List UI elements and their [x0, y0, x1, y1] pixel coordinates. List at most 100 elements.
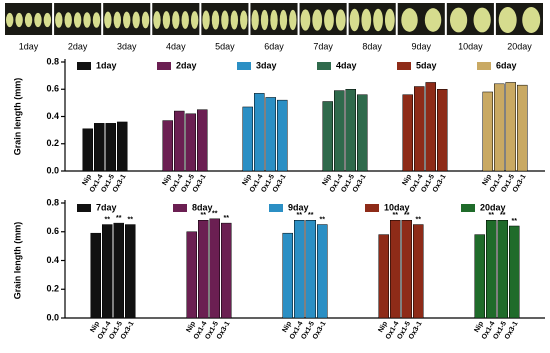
- y-tick-label: 0.8: [46, 197, 59, 207]
- x-tick-label: Nip: [89, 320, 101, 333]
- bar: [401, 220, 412, 319]
- legend-label: 1day: [96, 60, 117, 70]
- grain: [240, 10, 248, 30]
- x-tick-label: Nip: [321, 173, 333, 186]
- bar: [390, 220, 401, 319]
- legend-swatch: [317, 62, 331, 70]
- bar: [90, 232, 101, 319]
- significance: **: [201, 212, 207, 219]
- x-tick-label: Nip: [281, 320, 293, 333]
- bar: [509, 225, 520, 319]
- bar: [282, 232, 293, 319]
- significance: **: [128, 216, 134, 223]
- y-tick-label: 0.2: [46, 284, 59, 294]
- bar: [357, 94, 368, 172]
- legend-swatch: [477, 62, 491, 70]
- grain: [498, 7, 517, 33]
- bar: [277, 99, 288, 172]
- grain: [522, 7, 541, 33]
- grain: [270, 9, 278, 31]
- photo-label: 1day: [19, 41, 39, 51]
- grain: [473, 7, 491, 33]
- bar: [378, 234, 389, 319]
- grain: [123, 11, 131, 29]
- bar: [474, 234, 485, 319]
- grain: [153, 11, 161, 29]
- photo-label: 10day: [458, 41, 483, 51]
- bar: [497, 220, 508, 319]
- bar: [437, 89, 448, 172]
- grain: [373, 8, 383, 32]
- grain: [384, 8, 395, 32]
- grain: [141, 11, 150, 29]
- bar: [185, 113, 196, 172]
- bar: [517, 84, 528, 172]
- grain: [230, 10, 239, 30]
- y-axis-label: Grain length (mm): [12, 222, 22, 300]
- bar: [486, 220, 497, 319]
- significance: **: [404, 212, 410, 219]
- significance: **: [116, 215, 122, 222]
- bar: [494, 83, 505, 172]
- grain: [279, 9, 288, 31]
- grain: [104, 11, 112, 29]
- grain: [113, 11, 122, 29]
- y-axis-label: Grain length (mm): [12, 78, 22, 156]
- grain: [312, 9, 323, 31]
- x-tick-label: Nip: [473, 320, 485, 333]
- grain: [83, 12, 91, 28]
- legend-label: 4day: [336, 60, 357, 70]
- significance: **: [297, 212, 303, 219]
- grain: [449, 7, 468, 33]
- grain: [221, 10, 229, 30]
- grain: [15, 12, 23, 28]
- y-tick-label: 0.6: [46, 226, 59, 236]
- grain: [300, 9, 311, 31]
- y-tick-label: 0.8: [46, 56, 59, 66]
- legend-swatch: [157, 62, 171, 70]
- bar: [102, 224, 113, 319]
- significance: **: [212, 211, 218, 218]
- grain: [251, 9, 259, 31]
- bar: [82, 128, 93, 172]
- grain: [6, 12, 14, 28]
- grain: [335, 9, 346, 31]
- significance: **: [308, 212, 314, 219]
- photo-label: 6day: [264, 41, 284, 51]
- grain: [260, 9, 269, 31]
- legend-label: 6day: [496, 60, 517, 70]
- bar: [294, 220, 305, 319]
- x-tick-label: Nip: [377, 320, 389, 333]
- photo-label: 5day: [215, 41, 235, 51]
- bar: [317, 224, 328, 319]
- bar: [117, 121, 128, 172]
- y-tick-label: 0.4: [46, 255, 59, 265]
- bar: [254, 93, 265, 172]
- significance: **: [320, 216, 326, 223]
- grain: [24, 12, 33, 28]
- bar: [345, 89, 356, 172]
- significance: **: [393, 212, 399, 219]
- legend-swatch: [237, 62, 251, 70]
- grain: [202, 10, 210, 30]
- grain: [211, 10, 220, 30]
- y-tick-label: 0.4: [46, 111, 59, 121]
- grain: [289, 9, 297, 31]
- bar: [334, 90, 345, 172]
- legend-label: 9day: [288, 202, 309, 212]
- y-tick-label: 0.0: [46, 312, 59, 322]
- bar: [482, 91, 493, 172]
- bar: [265, 97, 276, 172]
- grain: [401, 8, 418, 32]
- x-tick-label: Nip: [161, 173, 173, 186]
- photo-label: 2day: [68, 41, 88, 51]
- legend-label: 5day: [416, 60, 437, 70]
- photo-label: 4day: [166, 41, 186, 51]
- legend-swatch: [269, 204, 283, 212]
- grain: [92, 12, 101, 28]
- photo-label: 9day: [412, 41, 432, 51]
- grain: [172, 11, 180, 29]
- legend-label: 10day: [384, 202, 410, 212]
- bar: [162, 120, 173, 172]
